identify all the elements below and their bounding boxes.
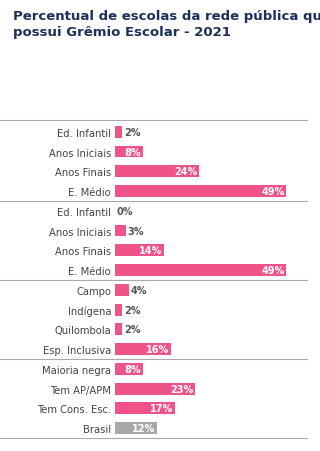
Text: 2%: 2% [124,305,140,315]
Text: 8%: 8% [125,147,141,157]
Bar [115,127,122,138]
Text: 0%: 0% [117,207,133,216]
Bar [115,245,164,257]
Bar [115,284,129,296]
Bar [115,225,126,237]
Text: 16%: 16% [146,344,169,354]
Text: 23%: 23% [171,384,194,394]
Text: 49%: 49% [261,266,284,276]
Bar [115,403,174,414]
Text: 4%: 4% [131,285,148,295]
Bar [115,186,286,198]
Bar [115,146,143,158]
Bar [115,265,286,276]
Text: 12%: 12% [132,423,155,433]
Bar [115,343,171,355]
Text: 2%: 2% [124,325,140,335]
Bar [115,363,143,375]
Bar [115,324,122,336]
Bar [115,166,199,178]
Bar [115,304,122,316]
Text: 8%: 8% [125,364,141,374]
Text: 3%: 3% [127,226,144,236]
Text: Percentual de escolas da rede pública que
possui Grêmio Escolar - 2021: Percentual de escolas da rede pública qu… [13,10,320,39]
Bar [115,383,196,395]
Bar [115,422,157,434]
Text: 49%: 49% [261,187,284,197]
Text: 2%: 2% [124,128,140,138]
Text: 24%: 24% [174,167,197,177]
Text: 14%: 14% [139,246,162,256]
Text: 17%: 17% [149,404,173,414]
